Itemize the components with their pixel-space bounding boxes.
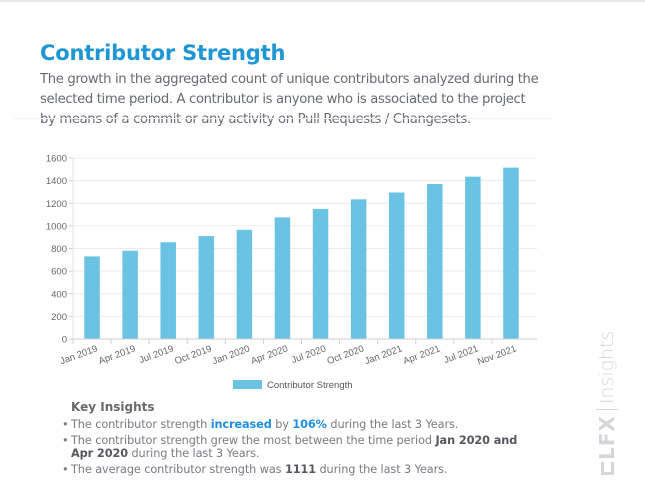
insight-text: during the last 3 Years. [127, 447, 260, 460]
bullet-icon: • [62, 434, 69, 447]
lfx-insights-logo: LFX Insights [595, 331, 619, 475]
insight-highlight: Jan 2020 and Apr 2020 [71, 434, 518, 460]
y-tick-label: 1000 [46, 221, 67, 232]
y-tick-label: 0 [62, 335, 67, 346]
x-tick-label: Apr 2019 [97, 343, 137, 367]
chart-description: The growth in the aggregated count of un… [40, 72, 539, 127]
bar[interactable] [198, 236, 215, 339]
x-tick-label: Apr 2020 [249, 343, 289, 367]
bar[interactable] [84, 256, 100, 339]
y-tick-label: 1400 [46, 176, 67, 187]
legend-swatch [233, 380, 262, 389]
insight-text: during the last 3 Years. [326, 418, 459, 431]
page-title: Contributor Strength [40, 41, 286, 65]
y-tick-label: 800 [51, 244, 67, 255]
x-axis [72, 158, 537, 340]
y-tick-label: 1600 [46, 154, 67, 165]
insight-highlight: 1111 [284, 463, 316, 476]
x-tick-label: Jan 2020 [211, 343, 251, 367]
insight-highlight: increased [210, 418, 272, 431]
bar[interactable] [274, 217, 291, 339]
bar[interactable] [350, 199, 367, 339]
x-tick-label: Jul 2020 [290, 343, 328, 366]
x-tick-label: Jan 2021 [363, 343, 403, 367]
insight-text: The contributor strength [71, 418, 211, 431]
y-tick-label: 600 [51, 267, 67, 278]
legend-label: Contributor Strength [267, 380, 353, 391]
insight-text: The average contributor strength was [71, 463, 285, 476]
x-tick-label: Apr 2021 [402, 343, 442, 367]
insights-title: Key Insights [71, 400, 155, 414]
y-tick-label: 400 [51, 289, 67, 300]
insight-text: The contributor strength grew the most b… [71, 434, 436, 447]
bar[interactable] [312, 208, 329, 339]
bullet-icon: • [62, 463, 69, 476]
gridlines [73, 157, 537, 317]
x-tick-label: Nov 2021 [476, 343, 518, 367]
x-tick-label: Oct 2019 [173, 343, 213, 367]
lfx-logo-icon [600, 462, 614, 475]
insight-item: • The contributor strength grew the most … [62, 434, 532, 460]
x-tick-label: Oct 2020 [326, 343, 366, 367]
insights-list: • The contributor strength increased by 1… [62, 418, 532, 476]
bar[interactable] [465, 176, 481, 339]
insight-item: • The contributor strength increased by 1… [62, 418, 532, 431]
insight-highlight: 106% [292, 418, 327, 431]
insight-text: by [271, 418, 293, 431]
bar[interactable] [503, 167, 519, 339]
chart-legend[interactable]: Contributor Strength [233, 380, 353, 391]
header-divider [14, 118, 552, 119]
insight-text: during the last 3 Years. [316, 463, 448, 476]
key-insights: Key Insights • The contributor strength i… [62, 400, 532, 479]
logo-separator [596, 409, 618, 411]
bar[interactable] [160, 242, 176, 339]
x-tick-label: Jul 2021 [442, 343, 480, 366]
x-tick-label: Jan 2019 [59, 343, 99, 367]
y-axis-ticks: 0 200 400 600 800 1000 1200 1400 1600 [46, 154, 73, 346]
insight-item: • The average contributor strength was 11… [62, 463, 532, 476]
bullet-icon: • [62, 418, 69, 431]
x-tick-label: Jul 2019 [138, 343, 176, 366]
y-tick-label: 200 [51, 312, 67, 323]
bars [84, 167, 519, 339]
bar[interactable] [236, 229, 253, 339]
bar[interactable] [388, 192, 405, 339]
logo-product: Insights [596, 330, 618, 405]
bar[interactable] [122, 250, 138, 339]
bar[interactable] [427, 184, 443, 339]
y-tick-label: 1200 [46, 199, 67, 210]
logo-brand: LFX [595, 415, 619, 460]
top-border [0, 0, 645, 2]
